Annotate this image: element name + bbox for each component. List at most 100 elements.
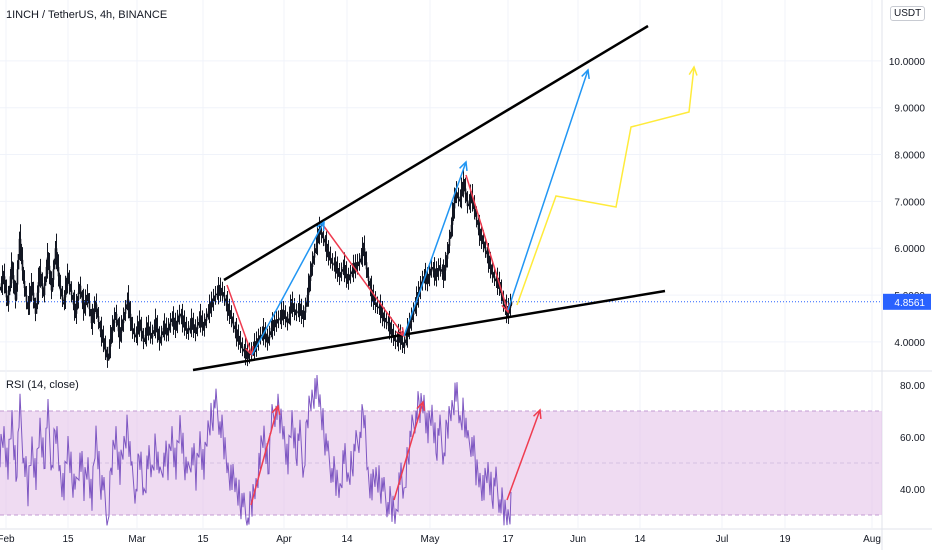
candle-body (469, 199, 472, 202)
candle-body (502, 299, 505, 305)
candle-body (211, 302, 214, 305)
rsi-arrow-3-head (533, 408, 542, 420)
candle-body (422, 276, 425, 280)
candle-body (31, 285, 34, 293)
blue-arrow-2 (403, 161, 467, 337)
candle-body (439, 266, 442, 270)
candle-body (0, 286, 2, 291)
candle-body (224, 298, 227, 303)
candle-body (292, 306, 295, 310)
candle-body (25, 295, 28, 303)
candle-body (190, 323, 193, 326)
candle-body (37, 282, 40, 293)
candle-body (155, 323, 158, 328)
candle-body (191, 323, 194, 326)
candle-body (434, 273, 437, 277)
candle-body (138, 323, 141, 327)
candle-body (385, 320, 388, 322)
candle-body (468, 201, 471, 204)
candle-body (170, 318, 173, 322)
candle-body (81, 297, 84, 304)
candle-body (217, 291, 220, 293)
candle-body (363, 248, 366, 256)
candle-body (61, 295, 64, 300)
candle-body (216, 292, 219, 294)
candle-body (358, 262, 361, 264)
candle-body (368, 281, 371, 286)
candle-body (149, 332, 152, 335)
candle-body (222, 293, 225, 296)
red-arrow-1 (226, 284, 253, 356)
candle-body (194, 330, 197, 333)
candle-body (274, 323, 277, 325)
candle-body (351, 270, 354, 272)
candle-body (162, 327, 165, 332)
candle-body (457, 196, 460, 200)
candle-body (287, 318, 290, 324)
candle-body (79, 285, 82, 292)
candle-body (119, 332, 122, 338)
candle-body (495, 281, 498, 283)
candle-body (26, 302, 29, 310)
candle-body (361, 251, 364, 256)
candle-body (106, 355, 109, 361)
candle-body (49, 273, 52, 283)
candle-body (244, 352, 247, 354)
candle-body (493, 276, 496, 279)
candle-body (364, 255, 367, 263)
candle-body (64, 290, 67, 298)
candle-body (428, 273, 431, 278)
currency-selector[interactable]: USDT (890, 6, 926, 21)
candle-body (303, 312, 306, 319)
candle-body (317, 234, 320, 239)
candle-body (291, 304, 294, 307)
candle-body (13, 283, 16, 292)
candle-body (328, 255, 331, 258)
candle-body (394, 339, 397, 342)
rsi-tick-label: 60.00 (900, 433, 925, 444)
candle-body (308, 281, 311, 289)
candle-body (342, 266, 345, 270)
candle-body (47, 257, 50, 266)
candle-body (147, 327, 150, 331)
candle-body (389, 327, 392, 331)
candle-body (323, 238, 326, 243)
candle-body (142, 337, 145, 342)
time-tick-label: 17 (502, 534, 514, 545)
candle-body (356, 264, 359, 266)
candle-body (257, 339, 260, 342)
candle-body (455, 192, 458, 195)
candle-body (203, 324, 206, 328)
candle-body (463, 182, 466, 189)
candle-body (365, 262, 368, 270)
candle-body (113, 318, 116, 324)
candle-body (3, 276, 6, 284)
candle-body (187, 330, 190, 333)
candle-body (337, 271, 340, 274)
candle-body (435, 273, 438, 277)
candle-body (7, 295, 10, 305)
candle-body (397, 338, 400, 340)
candle-body (144, 334, 147, 339)
candle-body (407, 329, 410, 333)
candle-body (477, 224, 480, 230)
candle-body (501, 295, 504, 300)
candle-body (177, 317, 180, 321)
candle-body (95, 304, 98, 311)
candle-body (131, 327, 134, 331)
candle-body (373, 299, 376, 303)
candle-body (74, 309, 77, 314)
candle-body (43, 285, 46, 296)
candle-body (139, 323, 142, 328)
candle-body (436, 271, 439, 274)
candle-body (284, 316, 287, 319)
candle-body (438, 266, 441, 270)
candle-body (497, 283, 500, 285)
time-tick-label: Jul (716, 534, 729, 545)
price-tick-label: 8.0000 (894, 151, 925, 162)
candle-body (182, 320, 185, 324)
yellow-projection-arrow-head (688, 65, 698, 76)
candle-body (223, 295, 226, 299)
candle-body (458, 199, 461, 202)
